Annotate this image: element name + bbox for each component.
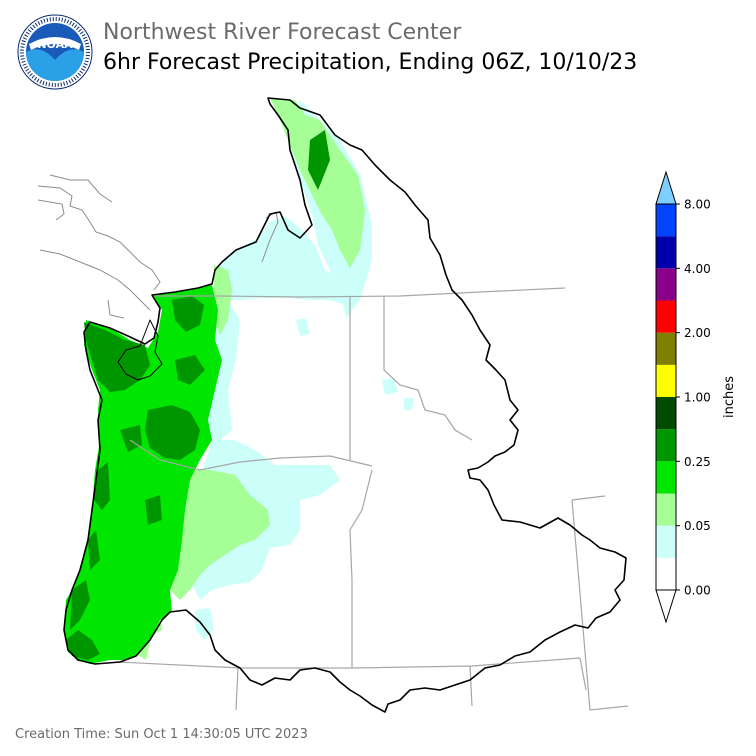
colorbar-bins <box>656 204 676 590</box>
colorbar-bin <box>656 525 676 558</box>
colorbar-bin <box>656 493 676 526</box>
colorbar-tick-label: 2.00 <box>684 326 711 340</box>
noaa-logo: NOAA <box>17 14 93 90</box>
colorbar-tick-label: 0.00 <box>684 584 711 598</box>
colorbar-bin <box>656 397 676 430</box>
basin-outline <box>63 97 627 713</box>
colorbar-over-triangle <box>655 170 677 205</box>
precip-dark-green <box>66 130 330 660</box>
colorbar-bin <box>656 557 676 590</box>
colorbar-tick-label: 1.00 <box>684 391 711 405</box>
colorbar-bin <box>656 461 676 494</box>
colorbar-unit-label: inches <box>722 376 737 418</box>
colorbar-under-triangle <box>655 589 677 624</box>
colorbar-bin <box>656 364 676 397</box>
svg-text:NOAA: NOAA <box>37 38 73 51</box>
colorbar-bin <box>656 204 676 237</box>
title-center-name: Northwest River Forecast Center <box>103 20 462 45</box>
colorbar-bin <box>656 332 676 365</box>
colorbar-tick-label: 4.00 <box>684 262 711 276</box>
title-product: 6hr Forecast Precipitation, Ending 06Z, … <box>103 50 638 75</box>
colorbar-bin <box>656 300 676 333</box>
colorbar-tick-label: 0.05 <box>684 519 711 533</box>
colorbar-tick-label: 8.00 <box>684 198 711 212</box>
creation-time: Creation Time: Sun Oct 1 14:30:05 UTC 20… <box>15 727 308 742</box>
colorbar-tick-label: 0.25 <box>684 455 711 469</box>
state-boundaries <box>117 287 629 711</box>
coastlines <box>37 174 279 319</box>
colorbar-bin <box>656 429 676 462</box>
colorbar-bin <box>656 268 676 301</box>
colorbar-bin <box>656 236 676 269</box>
colorbar-ticks: 0.00 0.05 0.25 1.00 2.00 4.00 8.00 <box>676 198 711 598</box>
